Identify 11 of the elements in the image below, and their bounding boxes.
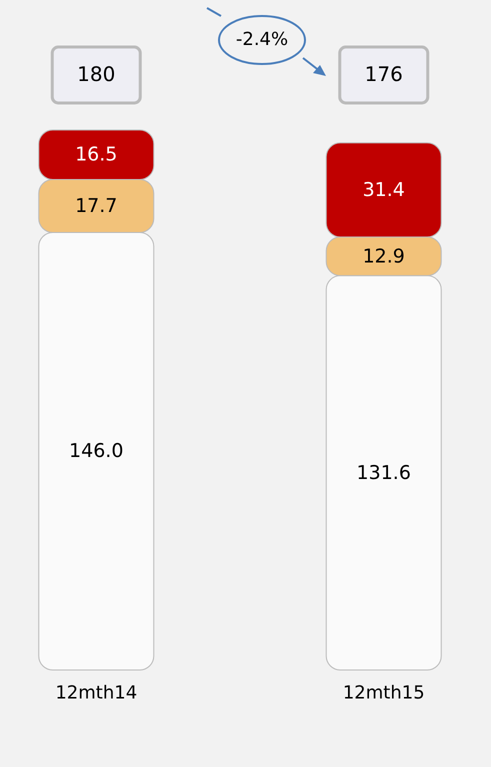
data-label: 146.0 (69, 440, 124, 462)
total-label: 176 (364, 62, 403, 86)
data-label: 17.7 (75, 194, 118, 217)
data-label: 16.5 (75, 144, 118, 166)
x-tick-label: 12mth15 (342, 682, 425, 704)
text: -2.4% (236, 29, 288, 50)
x-tick-label: 12mth14 (55, 682, 138, 704)
data-label: 12.9 (362, 245, 405, 268)
data-label: 31.4 (362, 178, 405, 201)
data-label: 131.6 (356, 462, 411, 484)
total-label: 180 (77, 62, 116, 86)
